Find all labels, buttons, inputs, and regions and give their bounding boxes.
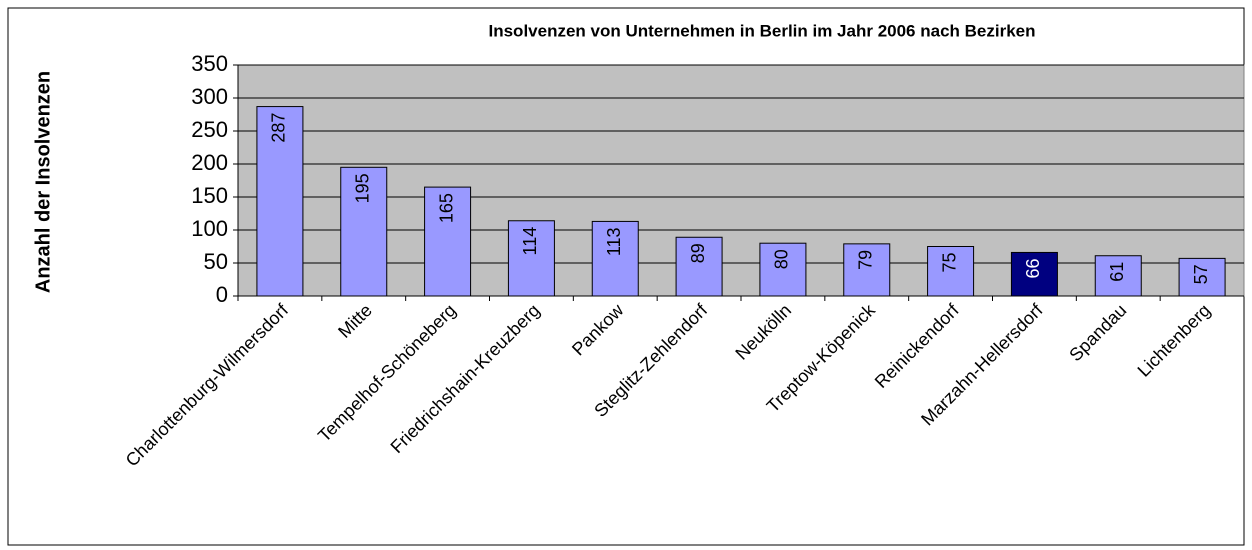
bar (843, 243, 891, 297)
y-tick-label: 200 (191, 150, 228, 175)
bar (927, 246, 975, 297)
bar (759, 242, 807, 297)
y-tick-label: 250 (191, 117, 228, 142)
value-label: 57 (1191, 264, 1211, 284)
value-label: 61 (1107, 262, 1127, 282)
bar (675, 236, 723, 297)
y-tick-label: 50 (204, 249, 228, 274)
bar (424, 186, 472, 297)
value-label: 114 (520, 227, 540, 256)
value-label: 75 (939, 253, 959, 273)
value-label: 165 (436, 193, 456, 223)
plot-area (237, 64, 1245, 297)
value-label: 287 (269, 113, 289, 143)
value-label: 66 (1023, 258, 1043, 278)
value-label: 79 (856, 250, 876, 270)
bar (591, 220, 639, 297)
value-label: 195 (353, 173, 373, 203)
y-tick-label: 150 (191, 183, 228, 208)
bar (507, 220, 555, 297)
value-label: 89 (688, 243, 708, 263)
y-tick-label: 100 (191, 216, 228, 241)
chart-title: Insolvenzen von Unternehmen in Berlin im… (489, 21, 1036, 40)
y-tick-label: 0 (216, 282, 228, 307)
y-axis-label: Anzahl der Insolvenzen (32, 71, 54, 293)
value-label: 113 (604, 227, 624, 256)
y-tick-label: 300 (191, 84, 228, 109)
y-tick-label: 350 (191, 51, 228, 76)
bar (1178, 257, 1226, 297)
value-label: 80 (772, 249, 792, 269)
bar (256, 106, 304, 297)
bar (1094, 255, 1142, 297)
